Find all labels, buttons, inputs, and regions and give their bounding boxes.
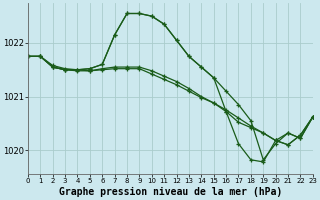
X-axis label: Graphe pression niveau de la mer (hPa): Graphe pression niveau de la mer (hPa) <box>59 187 282 197</box>
